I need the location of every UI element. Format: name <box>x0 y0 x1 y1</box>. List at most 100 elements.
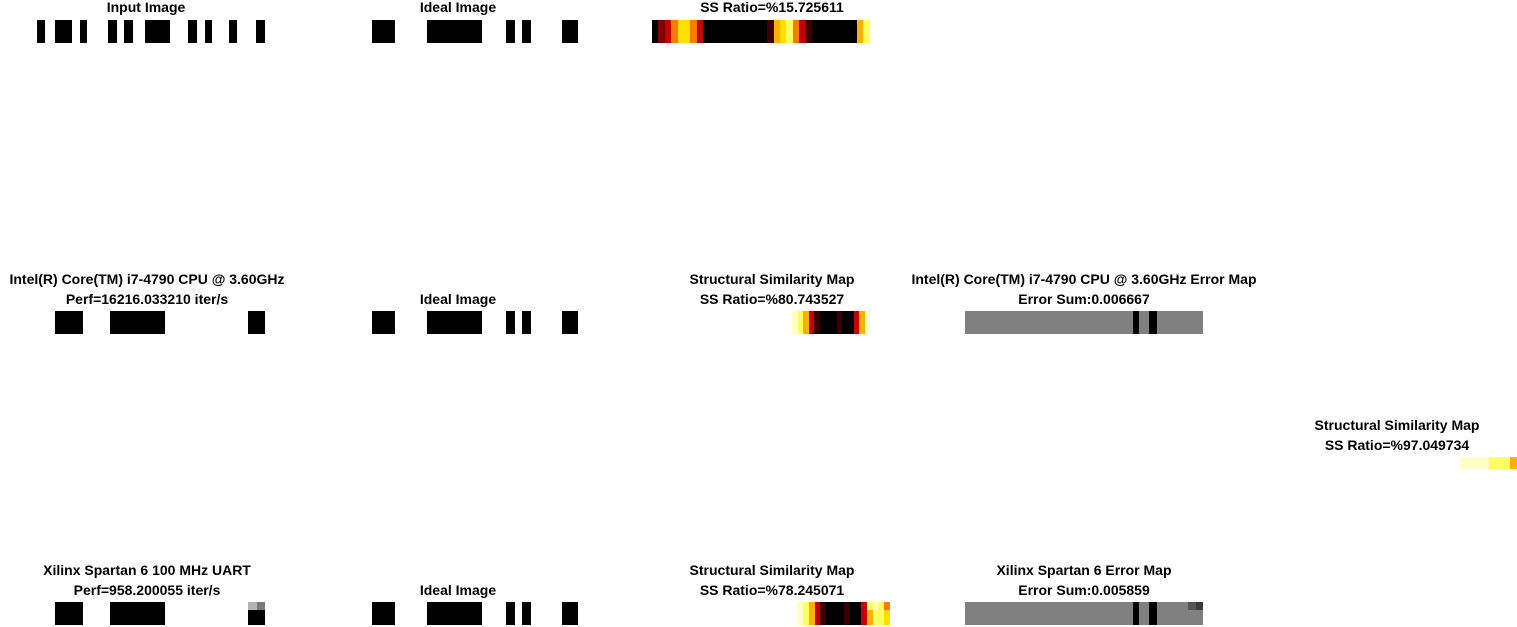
heat-pixel <box>808 311 815 334</box>
heat-pixel <box>671 20 678 43</box>
heat-pixel <box>709 20 717 43</box>
black-bar <box>426 602 483 625</box>
panel-title: Xilinx Spartan 6 Error Map Error Sum:0.0… <box>904 560 1264 600</box>
heat-pixel <box>780 20 787 43</box>
title-line: Error Sum:0.006667 <box>1018 291 1150 307</box>
black-bar <box>55 311 83 334</box>
fpga-output-image <box>37 602 265 625</box>
heat-pixel <box>1509 457 1517 469</box>
black-bar <box>562 602 578 625</box>
title-line: SS Ratio=%97.049734 <box>1324 437 1470 453</box>
heat-pixel <box>677 20 685 43</box>
title-line: Ideal Image <box>419 0 497 15</box>
title-line: Xilinx Spartan 6 Error Map <box>996 562 1172 578</box>
heat-pixel <box>741 20 749 43</box>
heat-pixel <box>848 311 854 334</box>
heat-pixel <box>799 20 806 43</box>
heat-pixel <box>1460 457 1468 469</box>
heat-pixel <box>754 20 761 43</box>
heat-pixel <box>664 20 672 43</box>
title-line: SS Ratio=%78.245071 <box>699 582 845 598</box>
black-bar <box>562 311 578 334</box>
heat-pixel <box>878 602 885 611</box>
heat-pixel <box>864 311 871 334</box>
heat-pixel <box>872 602 879 625</box>
heat-pixel <box>866 602 873 611</box>
heat-pixel <box>1460 468 1517 480</box>
error-bar <box>1148 602 1158 625</box>
black-bar <box>248 311 265 334</box>
heat-pixel <box>853 311 860 334</box>
heat-pixel <box>684 20 691 43</box>
heat-pixel <box>791 602 798 625</box>
error-bar <box>1133 602 1140 625</box>
title-line: SS Ratio=%15.725611 <box>700 0 844 15</box>
black-bar <box>522 311 532 334</box>
cpu-output-image <box>37 311 265 334</box>
panel-title: Intel(R) Core(TM) i7-4790 CPU @ 3.60GHz … <box>0 269 327 309</box>
heat-pixel <box>1481 457 1489 469</box>
black-bar <box>506 311 516 334</box>
error-pixel <box>1187 602 1196 611</box>
panel-title: Structural Similarity Map SS Ratio=%97.0… <box>1217 415 1517 455</box>
heat-pixel <box>860 602 867 625</box>
ss-map <box>1460 457 1517 480</box>
black-bar <box>37 20 46 43</box>
panel-title: Ideal Image <box>278 580 638 600</box>
black-bar <box>107 20 118 43</box>
panel-title: Structural Similarity Map SS Ratio=%80.7… <box>592 269 952 309</box>
title-line: Structural Similarity Map <box>1314 417 1480 433</box>
black-bar <box>372 311 395 334</box>
heat-pixel <box>844 20 851 43</box>
ss-map <box>652 20 877 43</box>
heat-pixel <box>859 311 865 334</box>
heat-pixel <box>805 20 813 43</box>
title-line: Ideal Image <box>419 291 497 307</box>
heat-pixel <box>696 20 704 43</box>
heat-pixel <box>760 20 768 43</box>
title-line: Intel(R) Core(TM) i7-4790 CPU @ 3.60GHz <box>9 271 285 287</box>
heat-pixel <box>855 602 862 625</box>
heat-pixel <box>748 20 755 43</box>
ideal-image <box>372 20 578 43</box>
heat-pixel <box>884 602 891 611</box>
error-map <box>965 311 1203 334</box>
heat-pixel <box>735 20 742 43</box>
title-line: Structural Similarity Map <box>689 562 855 578</box>
heat-pixel <box>837 20 845 43</box>
heat-pixel <box>831 602 838 625</box>
heat-pixel <box>1488 457 1496 469</box>
heat-pixel <box>884 602 891 625</box>
title-line: Xilinx Spartan 6 100 MHz UART <box>43 562 251 578</box>
heat-pixel <box>786 20 793 43</box>
black-bar <box>255 20 265 43</box>
heat-pixel <box>825 311 832 334</box>
black-bar <box>506 602 516 625</box>
title-line: Error Sum:0.005859 <box>1018 582 1150 598</box>
heat-pixel <box>812 20 819 43</box>
black-bar <box>145 20 171 43</box>
heat-pixel <box>824 20 832 43</box>
heat-pixel <box>866 602 873 625</box>
heat-pixel <box>703 20 710 43</box>
ideal-image <box>372 311 578 334</box>
title-line: Ideal Image <box>419 582 497 598</box>
heat-pixel <box>803 311 809 334</box>
black-bar <box>110 602 165 625</box>
title-line: SS Ratio=%80.743527 <box>699 291 845 307</box>
gray-pixel <box>248 602 257 611</box>
black-bar <box>187 20 198 43</box>
black-bar <box>426 311 483 334</box>
panel-title: Intel(R) Core(TM) i7-4790 CPU @ 3.60GHz … <box>904 269 1264 309</box>
heat-pixel <box>722 20 729 43</box>
title-line: Perf=958.200055 iter/s <box>73 582 221 598</box>
black-bar <box>372 602 395 625</box>
heat-pixel <box>870 311 877 334</box>
black-bar <box>110 311 165 334</box>
heat-pixel <box>786 311 793 334</box>
heat-pixel <box>863 20 870 43</box>
ideal-image <box>372 602 578 625</box>
heat-pixel <box>872 602 879 611</box>
black-bar <box>562 20 578 43</box>
title-line: Structural Similarity Map <box>689 271 855 287</box>
